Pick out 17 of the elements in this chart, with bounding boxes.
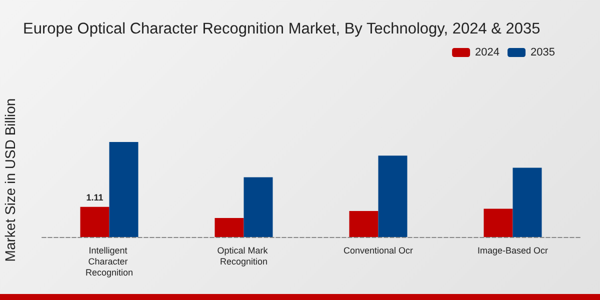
bar	[484, 208, 513, 237]
legend-label: 2024	[475, 46, 500, 58]
bar	[512, 168, 542, 237]
x-tick-label: Image-Based Ocr	[477, 246, 548, 256]
legend-label: 2035	[530, 46, 556, 58]
x-tick-label: Optical Mark Recognition	[217, 246, 270, 266]
x-tick-label: Intelligent Character Recognition	[85, 246, 134, 278]
y-axis-title: Market Size in USD Billion	[2, 98, 18, 262]
bar	[349, 210, 378, 237]
bar	[80, 206, 110, 237]
bar	[214, 218, 244, 237]
bar	[244, 177, 273, 237]
data-label: 1.11	[86, 192, 104, 202]
chart-title: Europe Optical Character Recognition Market, By Technology, 2024 & 2035	[23, 20, 540, 38]
bar	[378, 156, 408, 237]
x-tick-label: Conventional Ocr	[343, 246, 414, 256]
bar	[109, 142, 138, 237]
